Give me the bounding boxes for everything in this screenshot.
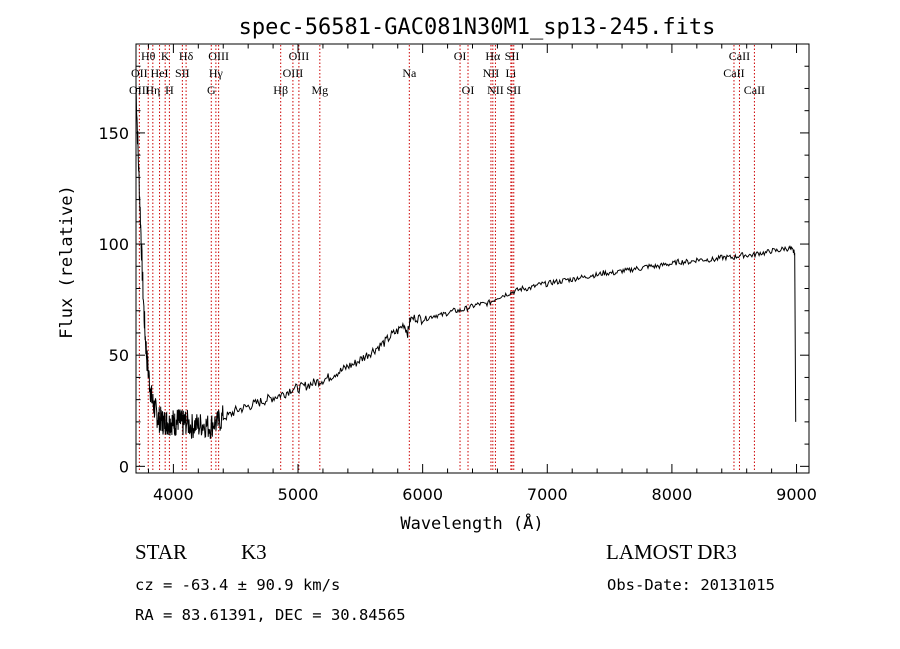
marker-label-25: CaII bbox=[729, 49, 750, 63]
x-tick-label-6000: 6000 bbox=[402, 485, 443, 504]
marker-label-21: NII bbox=[487, 83, 504, 97]
x-axis: 4000 5000 6000 7000 8000 9000 bbox=[147, 44, 817, 504]
marker-label-20: NII bbox=[483, 66, 500, 80]
coordinates-text: RA = 83.61391, DEC = 30.84565 bbox=[135, 606, 406, 624]
x-tick-label-7000: 7000 bbox=[527, 485, 568, 504]
y-tick-label-0: 0 bbox=[119, 457, 129, 476]
marker-label-4: HeI bbox=[151, 66, 169, 80]
marker-label-9: OIII bbox=[208, 49, 229, 63]
marker-label-8: Hδ bbox=[179, 49, 194, 63]
marker-label-13: OIII bbox=[289, 49, 310, 63]
survey-name: LAMOST DR3 bbox=[606, 540, 737, 564]
x-tick-label-5000: 5000 bbox=[278, 485, 319, 504]
y-tick-label-150: 150 bbox=[98, 124, 129, 143]
marker-label-3: OIII bbox=[129, 83, 150, 97]
marker-label-23: Li bbox=[506, 66, 517, 80]
y-tick-label-50: 50 bbox=[109, 346, 129, 365]
marker-label-15: Mg bbox=[311, 83, 328, 97]
marker-label-10: Hγ bbox=[209, 66, 224, 80]
marker-label-5: K bbox=[161, 49, 170, 63]
marker-label-0: Hθ bbox=[141, 49, 156, 63]
marker-label-22: SII bbox=[505, 49, 520, 63]
marker-label-18: OI bbox=[462, 83, 475, 97]
y-tick-label-100: 100 bbox=[98, 235, 129, 254]
marker-label-17: OI bbox=[454, 49, 467, 63]
y-axis: 0 50 100 150 bbox=[98, 65, 809, 476]
marker-label-2: OII bbox=[131, 66, 148, 80]
chart-title: spec-56581-GAC081N30M1_sp13-245.fits bbox=[239, 15, 716, 40]
y-axis-label: Flux (relative) bbox=[57, 185, 77, 339]
marker-label-1: Hη bbox=[145, 83, 160, 97]
obs-date-text: Obs-Date: 20131015 bbox=[607, 576, 775, 594]
x-axis-label: Wavelength (Å) bbox=[400, 512, 543, 534]
x-tick-label-8000: 8000 bbox=[652, 485, 693, 504]
marker-label-11: G bbox=[207, 83, 216, 97]
marker-label-12: Hβ bbox=[273, 83, 288, 97]
marker-label-14: OIII bbox=[283, 66, 304, 80]
marker-label-7: SII bbox=[175, 66, 190, 80]
object-subclass: K3 bbox=[241, 540, 267, 564]
redshift-text: cz = -63.4 ± 90.9 km/s bbox=[135, 576, 340, 594]
marker-label-19: Hα bbox=[485, 49, 501, 63]
marker-label-24: SII bbox=[506, 83, 521, 97]
marker-label-27: CaII bbox=[744, 83, 765, 97]
spectrum-line bbox=[135, 84, 797, 439]
x-tick-label-9000: 9000 bbox=[776, 485, 817, 504]
marker-label-26: CaII bbox=[723, 66, 744, 80]
object-class: STAR bbox=[135, 540, 187, 564]
x-tick-label-4000: 4000 bbox=[153, 485, 194, 504]
line-markers bbox=[138, 45, 755, 472]
marker-label-16: Na bbox=[402, 66, 417, 80]
marker-label-6: H bbox=[165, 83, 174, 97]
